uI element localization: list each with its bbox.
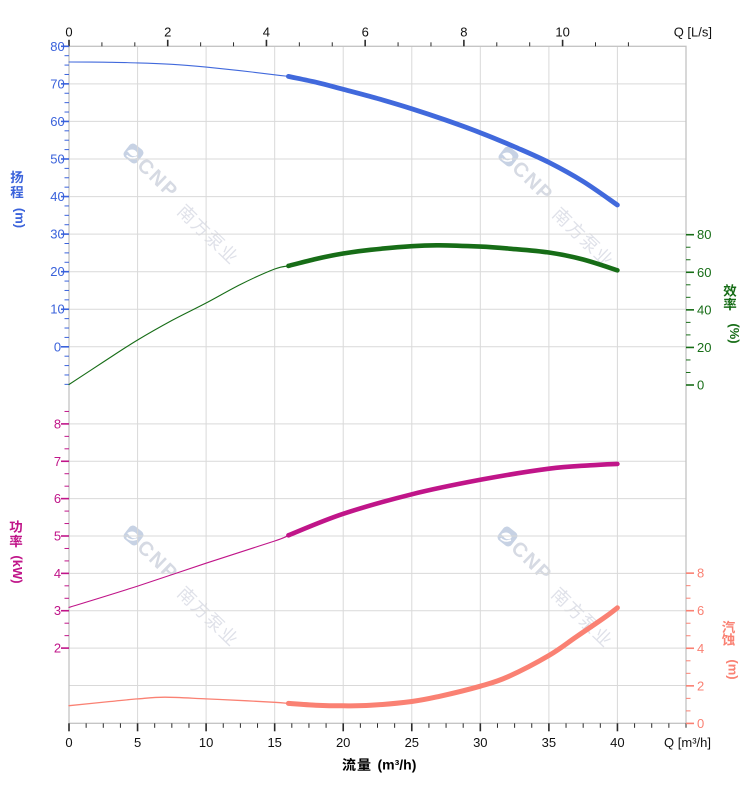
svg-text:5: 5	[54, 529, 61, 544]
svg-text:Q [L/s]: Q [L/s]	[674, 25, 712, 40]
svg-text:4: 4	[697, 641, 704, 656]
svg-text:70: 70	[50, 76, 64, 91]
svg-text:20: 20	[50, 264, 64, 279]
svg-text:0: 0	[697, 378, 704, 393]
svg-text:60: 60	[697, 265, 711, 280]
svg-text:Q [m³/h]: Q [m³/h]	[664, 735, 711, 750]
svg-text:10: 10	[199, 735, 213, 750]
svg-text:80: 80	[697, 227, 711, 242]
svg-text:20: 20	[336, 735, 350, 750]
svg-text:2: 2	[697, 678, 704, 693]
svg-text:30: 30	[473, 735, 487, 750]
svg-text:6: 6	[54, 491, 61, 506]
svg-text:0: 0	[54, 339, 61, 354]
svg-text:10: 10	[50, 302, 64, 317]
svg-text:80: 80	[50, 39, 64, 54]
svg-text:3: 3	[54, 603, 61, 618]
svg-text:0: 0	[65, 735, 72, 750]
svg-text:(%): (%)	[727, 323, 742, 343]
svg-text:7: 7	[54, 454, 61, 469]
svg-text:40: 40	[610, 735, 624, 750]
svg-text:2: 2	[54, 641, 61, 656]
svg-text:4: 4	[263, 25, 270, 40]
svg-text:35: 35	[542, 735, 556, 750]
svg-text:50: 50	[50, 152, 64, 167]
svg-text:5: 5	[134, 735, 141, 750]
svg-text:(m³/h): (m³/h)	[378, 757, 417, 773]
svg-text:8: 8	[54, 416, 61, 431]
svg-text:40: 40	[50, 189, 64, 204]
svg-text:8: 8	[697, 566, 704, 581]
svg-text:60: 60	[50, 114, 64, 129]
svg-text:0: 0	[697, 716, 704, 731]
svg-text:30: 30	[50, 227, 64, 242]
svg-text:(m): (m)	[13, 208, 28, 228]
svg-text:2: 2	[164, 25, 171, 40]
svg-text:0: 0	[65, 25, 72, 40]
svg-text:8: 8	[460, 25, 467, 40]
svg-text:10: 10	[555, 25, 569, 40]
svg-text:(m): (m)	[726, 659, 741, 679]
svg-text:20: 20	[697, 340, 711, 355]
svg-text:(kW): (kW)	[10, 555, 25, 583]
svg-text:40: 40	[697, 302, 711, 317]
svg-text:25: 25	[405, 735, 419, 750]
svg-text:15: 15	[267, 735, 281, 750]
svg-text:6: 6	[362, 25, 369, 40]
svg-text:4: 4	[54, 566, 61, 581]
svg-text:6: 6	[697, 603, 704, 618]
